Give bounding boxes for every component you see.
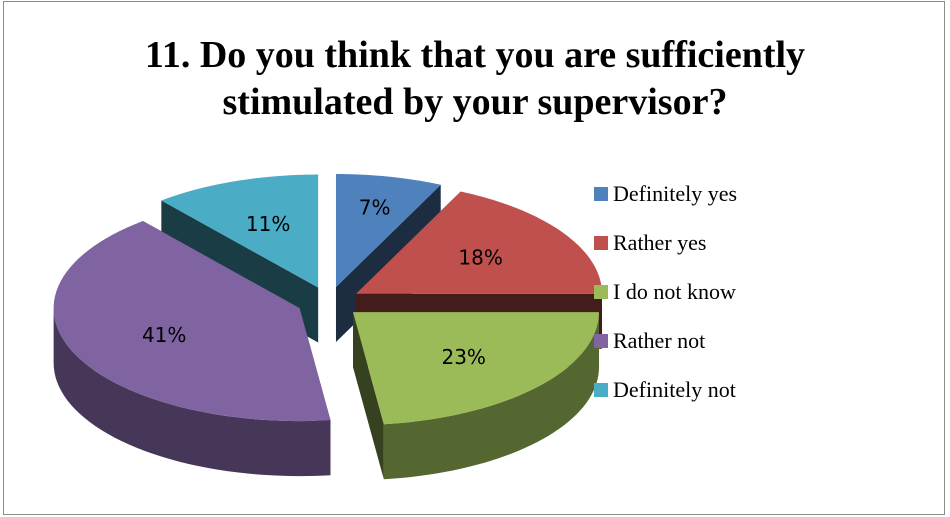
legend-label: Definitely not (613, 377, 736, 403)
legend-item-definitely-yes: Definitely yes (594, 169, 737, 218)
legend-label: Definitely yes (613, 181, 737, 207)
legend-swatch (594, 334, 608, 348)
chart-legend: Definitely yes Rather yes I do not know … (594, 169, 737, 414)
slice-data-label: 23% (441, 345, 485, 369)
slice-data-label: 18% (458, 245, 502, 269)
legend-label: Rather yes (613, 230, 706, 256)
legend-swatch (594, 285, 608, 299)
legend-swatch (594, 187, 608, 201)
legend-item-definitely-not: Definitely not (594, 365, 737, 414)
legend-item-rather-yes: Rather yes (594, 218, 737, 267)
slice-data-label: 41% (142, 323, 186, 347)
legend-label: I do not know (613, 279, 736, 305)
chart-frame: 11. Do you think that you are sufficient… (3, 1, 945, 515)
pie-chart: 7% 18% 23% 41% 11% (4, 2, 944, 514)
slice-data-label: 11% (246, 212, 290, 236)
slice-data-label: 7% (359, 196, 391, 220)
legend-swatch (594, 236, 608, 250)
legend-item-i-do-not-know: I do not know (594, 267, 737, 316)
legend-item-rather-not: Rather not (594, 316, 737, 365)
legend-label: Rather not (613, 328, 705, 354)
legend-swatch (594, 383, 608, 397)
